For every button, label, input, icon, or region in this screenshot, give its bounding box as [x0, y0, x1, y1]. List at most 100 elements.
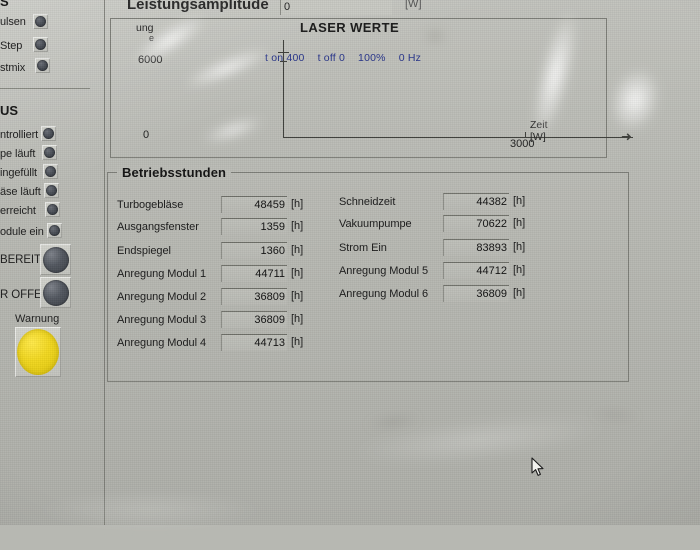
sidebar-item-label: ntrolliert — [0, 129, 39, 141]
sidebar-item-ulsen[interactable]: ulsen — [0, 12, 100, 32]
row-value-field[interactable]: 44382 — [443, 193, 509, 210]
row-label: Ausgangsfenster — [117, 221, 199, 233]
betriebsstunden-row: Anregung Modul 3 36809 [h] — [105, 311, 385, 333]
betriebsstunden-row: Anregung Modul 5 44712 [h] — [327, 262, 607, 284]
sidebar-item-label: erreicht — [0, 205, 36, 217]
row-value-field[interactable]: 83893 — [443, 239, 509, 256]
sidebar-item-stmix[interactable]: stmix — [0, 58, 100, 78]
betriebsstunden-row: Endspiegel 1360 [h] — [105, 242, 385, 264]
row-unit: [h] — [513, 287, 526, 299]
warning-lamp-icon — [15, 327, 61, 377]
row-value-field[interactable]: 36809 — [221, 288, 287, 305]
row-unit: [h] — [291, 290, 304, 302]
laser-parameters: t on 400 t off 0 100% 0 Hz — [265, 52, 434, 64]
led-indicator-icon — [44, 183, 59, 198]
leistungsamplitude-unit: [W] — [405, 0, 422, 10]
sidebar-item-label: äse läuft — [0, 186, 41, 198]
row-label: Endspiegel — [117, 245, 171, 257]
row-label: Anregung Modul 6 — [339, 288, 429, 300]
betriebsstunden-row: Anregung Modul 1 44711 [h] — [105, 265, 385, 287]
row-value-field[interactable]: 1359 — [221, 218, 287, 235]
sidebar-item-aese-laeuft[interactable]: äse läuft — [0, 182, 100, 202]
leistungsamplitude-field[interactable]: 0 — [280, 0, 392, 15]
param-t-off: t off 0 — [317, 52, 346, 64]
sidebar-item-step[interactable]: Step — [0, 36, 100, 56]
row-label: Vakuumpumpe — [339, 218, 412, 230]
row-value-field[interactable]: 36809 — [221, 311, 287, 328]
led-indicator-icon — [42, 145, 57, 160]
chart-y-min-label: 0 — [143, 129, 150, 141]
row-label: Anregung Modul 5 — [339, 265, 429, 277]
row-unit: [h] — [291, 313, 304, 325]
status-lamp-bereit: BEREIT — [0, 250, 100, 270]
sidebar-section2-title: US — [0, 103, 19, 118]
sidebar-item-label: pe läuft — [0, 148, 36, 160]
betriebsstunden-row: Ausgangsfenster 1359 [h] — [105, 218, 385, 240]
led-indicator-icon — [43, 164, 58, 179]
sidebar-item-ingefuellt[interactable]: ingefüllt — [0, 163, 100, 183]
row-unit: [h] — [291, 198, 304, 210]
betriebsstunden-row: Anregung Modul 2 36809 [h] — [105, 288, 385, 310]
sidebar-item-label: stmix — [0, 62, 26, 74]
betriebsstunden-row: Anregung Modul 4 44713 [h] — [105, 334, 385, 356]
row-value-field[interactable]: 1360 — [221, 242, 287, 259]
chart-y-tick-minor — [280, 61, 287, 62]
row-value-field[interactable]: 44711 — [221, 265, 287, 282]
row-label: Anregung Modul 4 — [117, 337, 207, 349]
row-label: Anregung Modul 2 — [117, 291, 207, 303]
row-value-field[interactable]: 70622 — [443, 215, 509, 232]
warning-label: Warnung — [15, 313, 60, 325]
sidebar: S ulsen Step stmix US ntrolliert pe läuf… — [0, 0, 105, 525]
mouse-cursor-icon — [531, 457, 544, 476]
status-lamp-tuer-offen: R OFFEN — [0, 285, 100, 305]
sidebar-item-odule-ein[interactable]: odule ein — [0, 222, 100, 242]
row-label: Anregung Modul 1 — [117, 268, 207, 280]
row-unit: [h] — [291, 244, 304, 256]
row-value-field[interactable]: 36809 — [443, 285, 509, 302]
sidebar-item-ntrolliert[interactable]: ntrolliert — [0, 125, 100, 145]
betriebsstunden-row: Schneidzeit 44382 [h] — [327, 193, 607, 215]
betriebsstunden-row: Strom Ein 83893 [h] — [327, 239, 607, 261]
chart-y-axis-caption-2: e — [149, 33, 155, 43]
chart-x-axis-caption: Zeit — [530, 119, 548, 131]
led-indicator-icon — [33, 14, 48, 29]
row-value-field[interactable]: 44712 — [443, 262, 509, 279]
sidebar-item-label: Step — [0, 40, 23, 52]
row-unit: [h] — [291, 267, 304, 279]
betriebsstunden-row: Anregung Modul 6 36809 [h] — [327, 285, 607, 307]
row-unit: [h] — [513, 241, 526, 253]
param-t-on: t on 400 — [265, 52, 305, 64]
row-unit: [h] — [513, 195, 526, 207]
chart-y-max-label: 6000 — [138, 54, 163, 66]
betriebsstunden-row: Vakuumpumpe 70622 [h] — [327, 215, 607, 237]
status-lamp-label: BEREIT — [0, 254, 41, 266]
betriebsstunden-row: Turbogebläse 48459 [h] — [105, 196, 385, 218]
sidebar-item-erreicht[interactable]: erreicht — [0, 201, 100, 221]
lamp-tuer-offen-icon — [40, 277, 71, 308]
row-unit: [h] — [291, 336, 304, 348]
laser-werte-title: LASER WERTE — [300, 20, 400, 35]
sidebar-item-label: ingefüllt — [0, 167, 38, 179]
row-label: Anregung Modul 3 — [117, 314, 207, 326]
param-duty: 100% — [358, 52, 386, 64]
row-value-field[interactable]: 48459 — [221, 196, 287, 213]
row-unit: [h] — [291, 220, 304, 232]
led-indicator-icon — [47, 223, 62, 238]
row-label: Turbogebläse — [117, 199, 184, 211]
lamp-bereit-icon — [40, 244, 71, 275]
betriebsstunden-legend: Betriebsstunden — [117, 165, 232, 180]
sidebar-item-pe-laeuft[interactable]: pe läuft — [0, 144, 100, 164]
chart-x-axis — [283, 137, 633, 138]
betriebsstunden-groupbox — [107, 172, 629, 382]
sidebar-item-label: odule ein — [0, 226, 44, 238]
sidebar-item-label: ulsen — [0, 16, 26, 28]
led-indicator-icon — [45, 202, 60, 217]
row-value-field[interactable]: 44713 — [221, 334, 287, 351]
chart-y-axis — [283, 40, 284, 138]
chart-x-axis-arrow-icon: ➜ — [621, 129, 632, 144]
row-label: Strom Ein — [339, 242, 387, 254]
sidebar-vertical-divider — [104, 0, 105, 525]
led-indicator-icon — [33, 37, 48, 52]
sidebar-divider — [0, 88, 90, 89]
